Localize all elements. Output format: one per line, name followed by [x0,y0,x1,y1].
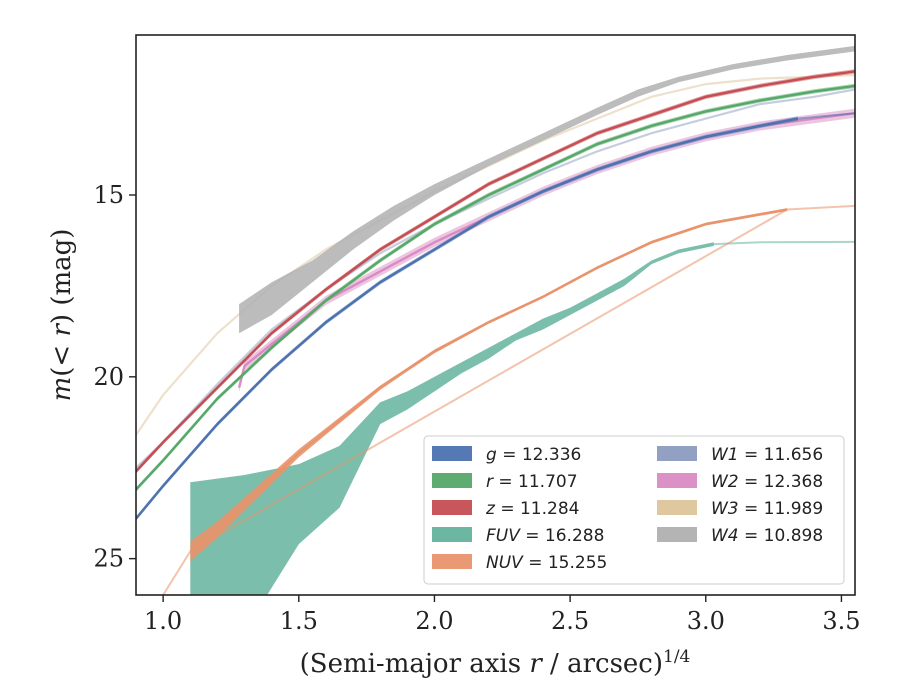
legend-swatch [432,500,472,515]
legend-swatch [657,473,697,488]
series-nuv-line [189,208,788,553]
series-r-band [136,83,855,492]
legend-swatch [657,500,697,515]
y-axis-label: m(< r) (mag) [47,229,77,402]
legend: g = 12.336 r = 11.707 z = 11.284 FUV = 16.2… [423,435,845,585]
series-w1-line [136,88,855,469]
x-tick-label: 3.5 [822,607,860,635]
series-r-line [136,84,855,491]
legend-label: r = 11.707 [486,472,578,492]
x-axis-label: (Semi-major axis r / arcsec)1/4 [300,647,691,679]
legend-item-w4: W4 = 10.898 [657,526,823,546]
legend-swatch [432,527,472,542]
series-nuv [161,204,855,595]
legend-item-g: g = 12.336 [432,445,581,465]
legend-item-nuv: NUV = 15.255 [432,553,607,573]
x-tick-label: 1.5 [280,607,318,635]
axes-frame [135,34,856,596]
plot-area [136,45,855,595]
series-g-line [136,117,799,520]
legend-label: W3 = 11.989 [711,499,823,519]
series-g-extension [797,112,855,120]
series-r [136,83,855,492]
legend-swatch [432,473,472,488]
series-z [136,69,855,474]
legend-label: FUV = 16.288 [486,526,604,546]
legend-item-w3: W3 = 11.989 [657,499,823,519]
legend-item-fuv: FUV = 16.288 [432,526,604,546]
y-tick-label: 20 [93,363,124,391]
axis-ticks: 1.0 1.5 2.0 2.5 3.0 3.5 15 20 25 [93,181,860,635]
legend-item-r: r = 11.707 [432,472,578,492]
legend-label: W2 = 12.368 [711,472,823,492]
x-tick-label: 3.0 [687,607,725,635]
series-w1 [136,88,855,469]
y-tick-label: 15 [93,181,124,209]
legend-label: NUV = 15.255 [486,553,607,573]
legend-label: z = 11.284 [485,499,579,519]
y-tick-label: 25 [93,545,124,573]
legend-swatch [657,527,697,542]
legend-item-z: z = 11.284 [432,499,579,519]
series-fuv-band [190,242,714,595]
series-z-line [136,70,855,473]
legend-label: g = 12.336 [486,445,581,465]
x-tick-label: 2.0 [415,607,453,635]
legend-label: W4 = 10.898 [711,526,823,546]
legend-swatch [432,446,472,461]
legend-swatch [432,554,472,569]
legend-label: W1 = 11.656 [711,445,823,465]
x-tick-label: 2.5 [551,607,589,635]
legend-item-w2: W2 = 12.368 [657,472,823,492]
legend-frame [423,435,845,585]
series-nuv-extension [161,204,855,595]
legend-item-w1: W1 = 11.656 [657,445,823,465]
x-tick-label: 1.0 [144,607,182,635]
legend-swatch [657,446,697,461]
series-fuv-extension [713,240,855,246]
series-g [136,112,855,521]
